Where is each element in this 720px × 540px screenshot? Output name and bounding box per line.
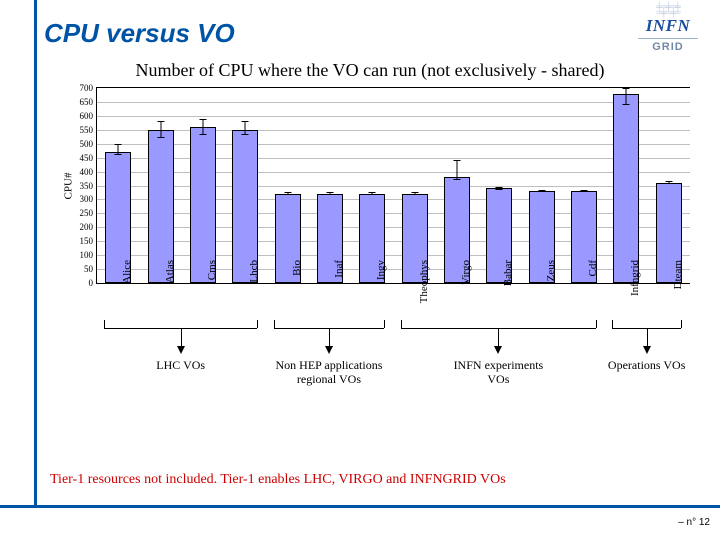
error-bar [457, 160, 458, 180]
logo-top: INFN [628, 16, 708, 36]
group-label: LHC VOs [126, 358, 236, 372]
bar-wrap [105, 88, 131, 283]
x-tick-label: Cms [206, 260, 218, 280]
arrow-down-icon [325, 346, 333, 354]
slide-bottom-rule [0, 505, 720, 508]
bar-wrap [613, 88, 639, 283]
y-tick: 600 [67, 112, 93, 121]
x-tick-label: Virgo [460, 260, 472, 285]
chart-plot: CPU# 05010015020025030035040045050055060… [96, 87, 690, 284]
gridline [97, 186, 690, 187]
page-number: – n° 12 [678, 517, 710, 528]
group-label: Non HEP applications regional VOs [274, 358, 384, 386]
x-tick-label: Atlas [164, 260, 176, 283]
bar-wrap [317, 88, 343, 283]
gridline [97, 227, 690, 228]
error-bar [372, 192, 373, 195]
gridline [97, 213, 690, 214]
arrow-down-icon [494, 346, 502, 354]
arrow-down-icon [177, 346, 185, 354]
error-bar [329, 192, 330, 195]
chart-container: Number of CPU where the VO can run (not … [50, 60, 690, 430]
error-bar [202, 119, 203, 136]
x-tick-label: Lhcb [248, 260, 260, 283]
bar-wrap [402, 88, 428, 283]
bar-wrap [359, 88, 385, 283]
error-bar [626, 88, 627, 105]
gridline [97, 158, 690, 159]
group-label: INFN experiments VOs [443, 358, 553, 386]
bar-wrap [232, 88, 258, 283]
y-tick: 150 [67, 237, 93, 246]
gridline [97, 144, 690, 145]
gridline [97, 241, 690, 242]
y-tick: 650 [67, 98, 93, 107]
bar-wrap [656, 88, 682, 283]
bar-wrap [444, 88, 470, 283]
x-tick-label: Ingv [375, 260, 387, 280]
footnote: Tier-1 resources not included. Tier-1 en… [50, 472, 506, 488]
y-tick: 300 [67, 195, 93, 204]
bar-wrap [275, 88, 301, 283]
gridline [97, 130, 690, 131]
gridline [97, 172, 690, 173]
y-tick: 700 [67, 84, 93, 93]
error-bar [245, 121, 246, 135]
y-tick: 0 [67, 279, 93, 288]
error-bar [287, 192, 288, 195]
y-tick: 450 [67, 154, 93, 163]
bar-wrap [148, 88, 174, 283]
logo-bottom: GRID [628, 41, 708, 53]
y-tick: 100 [67, 251, 93, 260]
x-tick-label: Dteam [672, 260, 684, 289]
bar-wrap [190, 88, 216, 283]
x-tick-label: Bio [291, 260, 303, 276]
y-tick: 250 [67, 209, 93, 218]
y-tick: 400 [67, 168, 93, 177]
bar [613, 94, 639, 283]
y-tick: 50 [67, 265, 93, 274]
x-tick-label: Inaf [333, 260, 345, 278]
y-tick: 550 [67, 126, 93, 135]
error-bar [414, 192, 415, 195]
infn-grid-logo: ╪═╪═╪═╪═╪═ INFN GRID [628, 4, 708, 54]
gridline [97, 199, 690, 200]
error-bar [584, 190, 585, 193]
x-tick-label: Babar [502, 260, 514, 286]
slide-heading: CPU versus VO [44, 18, 235, 49]
error-bar [668, 181, 669, 184]
error-bar [499, 187, 500, 190]
x-tick-label: Zeus [545, 260, 557, 281]
arrow-down-icon [643, 346, 651, 354]
group-label: Operations VOs [592, 358, 702, 372]
slide-left-rule [34, 0, 37, 505]
gridline [97, 102, 690, 103]
bar-wrap [486, 88, 512, 283]
error-bar [160, 121, 161, 138]
x-tick-label: Infngrid [629, 260, 641, 296]
gridline [97, 116, 690, 117]
y-tick: 350 [67, 182, 93, 191]
bar-wrap [529, 88, 555, 283]
x-tick-label: Cdf [587, 260, 599, 277]
x-tick-label: Alice [121, 260, 133, 284]
x-axis-labels: Alice Atlas Cms Lhcb Bio Inaf Ingv Theophys Virg… [96, 256, 690, 326]
chart-title: Number of CPU where the VO can run (not … [50, 60, 690, 81]
y-tick: 500 [67, 140, 93, 149]
bar-wrap [571, 88, 597, 283]
error-bar [118, 144, 119, 155]
y-tick: 200 [67, 223, 93, 232]
x-tick-label: Theophys [418, 260, 430, 303]
error-bar [541, 190, 542, 193]
